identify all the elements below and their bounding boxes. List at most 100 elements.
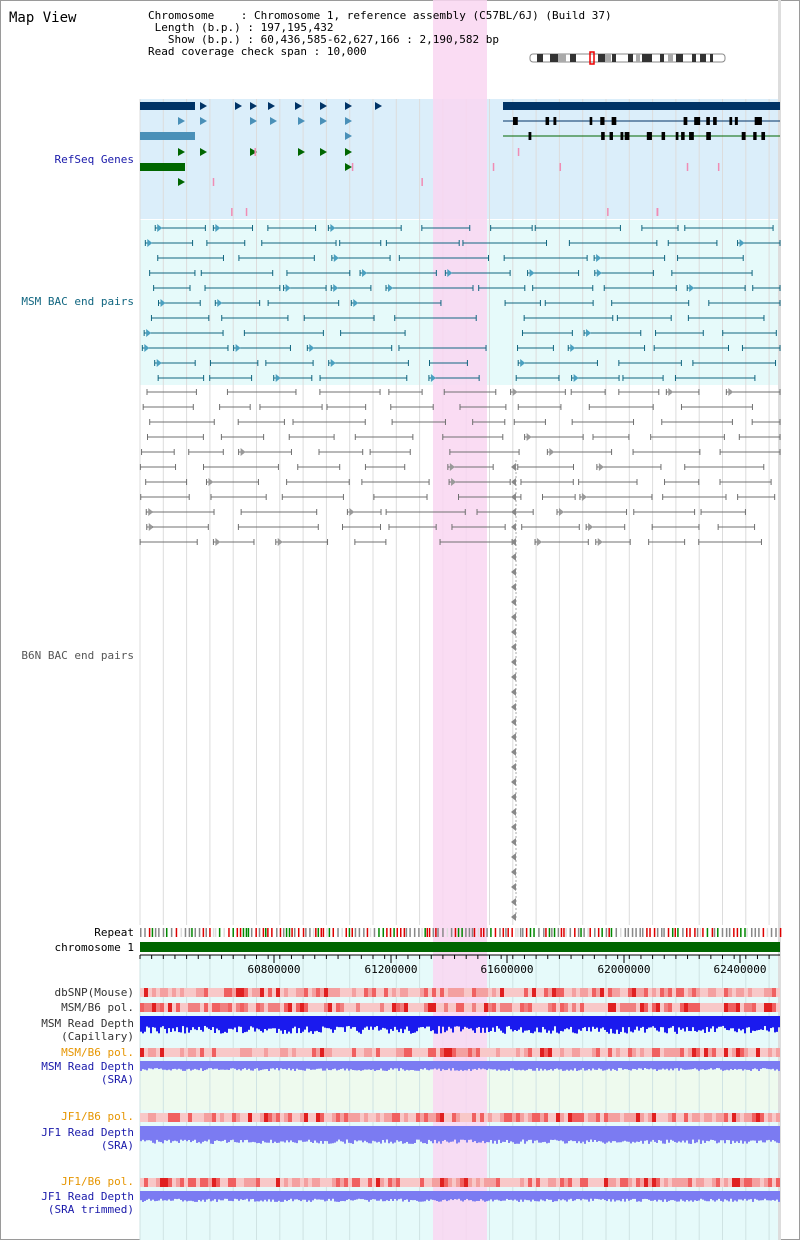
show-label: Show (b.p.)	[167, 33, 241, 46]
polymorphism-cell	[408, 1048, 412, 1057]
polymorphism-cell	[368, 1003, 372, 1012]
polymorphism-cell	[452, 1113, 456, 1122]
read-depth-bar	[760, 1061, 762, 1069]
read-depth-bar	[192, 1061, 194, 1070]
read-depth-bar	[438, 1061, 440, 1069]
polymorphism-cell	[268, 1003, 272, 1012]
polymorphism-cell	[732, 1178, 736, 1187]
read-depth-bar	[528, 1126, 530, 1140]
polymorphism-cell	[324, 1113, 328, 1122]
polymorphism-cell	[236, 1178, 240, 1187]
repeat-mark	[480, 928, 482, 937]
polymorphism-cell	[280, 1113, 284, 1122]
read-depth-bar	[318, 1061, 320, 1069]
repeat-mark	[563, 928, 565, 937]
polymorphism-cell	[396, 988, 400, 997]
read-depth-bar	[474, 1061, 476, 1069]
read-depth-bar	[468, 1061, 470, 1069]
polymorphism-cell	[180, 1113, 184, 1122]
polymorphism-cell	[212, 988, 216, 997]
read-depth-bar	[646, 1191, 648, 1200]
polymorphism-cell	[572, 1003, 576, 1012]
axis-tick-label: 62400000	[713, 963, 767, 976]
gene-exon	[589, 117, 593, 125]
gene-exon	[245, 208, 248, 216]
polymorphism-cell	[428, 1003, 432, 1012]
bac-arrow	[208, 478, 214, 486]
read-depth-bar	[478, 1191, 480, 1201]
read-depth-bar	[550, 1191, 552, 1200]
polymorphism-cell	[496, 1178, 500, 1187]
polymorphism-cell	[552, 988, 556, 997]
read-depth-bar	[308, 1126, 310, 1140]
read-depth-bar	[398, 1191, 400, 1200]
read-depth-bar	[224, 1061, 226, 1070]
polymorphism-cell	[372, 1003, 376, 1012]
polymorphism-cell	[220, 1048, 224, 1057]
polymorphism-cell	[284, 988, 288, 997]
repeat-mark	[545, 928, 547, 937]
repeat-mark	[351, 928, 353, 937]
polymorphism-cell	[700, 1048, 704, 1057]
polymorphism-cell	[536, 1003, 540, 1012]
read-depth-bar	[550, 1016, 552, 1034]
polymorphism-cell	[728, 1178, 732, 1187]
polymorphism-cell	[456, 1048, 460, 1057]
read-depth-bar	[576, 1191, 578, 1200]
polymorphism-cell	[276, 1113, 280, 1122]
read-depth-bar	[616, 1126, 618, 1143]
polymorphism-cell	[396, 1178, 400, 1187]
repeat-mark	[202, 928, 205, 937]
polymorphism-cell	[488, 1178, 492, 1187]
polymorphism-cell	[220, 988, 224, 997]
polymorphism-cell	[588, 1113, 592, 1122]
read-depth-bar	[178, 1126, 180, 1143]
polymorphism-cell	[660, 1113, 664, 1122]
read-depth-bar	[456, 1126, 458, 1144]
polymorphism-cell	[668, 1048, 672, 1057]
read-depth-bar	[302, 1061, 304, 1071]
bac-arrow	[146, 329, 152, 337]
repeat-mark	[320, 928, 323, 937]
read-depth-bar	[412, 1126, 414, 1144]
read-depth-bar	[278, 1061, 280, 1071]
bac-arrow	[157, 224, 163, 232]
ideogram-band	[558, 54, 566, 62]
polymorphism-cell	[504, 1003, 508, 1012]
read-depth-bar	[412, 1061, 414, 1071]
axis-tick-label: 61200000	[364, 963, 418, 976]
repeat-mark	[525, 928, 528, 937]
read-depth-bar	[186, 1191, 188, 1202]
polymorphism-cell	[284, 1178, 288, 1187]
read-depth-bar	[242, 1016, 244, 1034]
axis-tick-label: 60800000	[247, 963, 301, 976]
polymorphism-cell	[636, 1113, 640, 1122]
polymorphism-cell	[508, 1048, 512, 1057]
read-depth-bar	[374, 1191, 376, 1200]
read-depth-bar	[144, 1061, 146, 1070]
repeat-mark	[671, 928, 674, 937]
read-depth-bar	[424, 1191, 426, 1202]
read-depth-bar	[318, 1191, 320, 1200]
read-depth-bar	[742, 1191, 744, 1201]
polymorphism-cell	[168, 1178, 172, 1187]
read-depth-bar	[186, 1126, 188, 1142]
read-depth-bar	[778, 1061, 780, 1071]
read-depth-bar	[614, 1191, 616, 1202]
read-depth-bar	[532, 1016, 534, 1034]
polymorphism-cell	[264, 1048, 268, 1057]
repeat-mark	[461, 928, 463, 937]
polymorphism-cell	[776, 1178, 780, 1187]
read-depth-bar	[620, 1061, 622, 1069]
polymorphism-cell	[340, 1113, 344, 1122]
read-depth-bar	[634, 1016, 636, 1030]
repeat-mark	[198, 928, 201, 937]
read-depth-bar	[304, 1016, 306, 1030]
read-depth-bar	[618, 1191, 620, 1201]
polymorphism-cell	[484, 1178, 488, 1187]
read-depth-bar	[746, 1126, 748, 1144]
read-depth-bar	[204, 1061, 206, 1071]
polymorphism-cell	[356, 988, 360, 997]
read-depth-bar	[328, 1191, 330, 1199]
